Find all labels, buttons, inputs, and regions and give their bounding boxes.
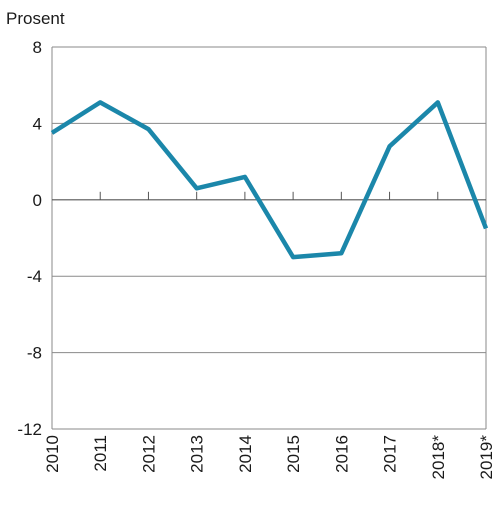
x-tick-label: 2019* — [477, 435, 496, 480]
x-tick-label: 2013 — [188, 435, 207, 473]
unit-label: Prosent — [6, 9, 65, 28]
x-tick-label: 2016 — [332, 435, 351, 473]
y-axis-ticks: 8 4 0 -4 -8 -12 — [17, 38, 42, 439]
gridlines — [51, 46, 487, 430]
y-tick-label: -8 — [27, 344, 42, 363]
x-tick-label: 2014 — [236, 435, 255, 473]
y-tick-label: -4 — [27, 267, 42, 286]
x-tick-label: 2012 — [139, 435, 158, 473]
x-tick-label: 2017 — [381, 435, 400, 473]
x-tick-label: 2010 — [43, 435, 62, 473]
y-tick-label: 8 — [33, 38, 42, 57]
y-tick-label: 0 — [33, 191, 42, 210]
series-layer — [50, 100, 489, 260]
x-tick-label: 2018* — [429, 435, 448, 480]
y-tick-label: -12 — [17, 420, 42, 439]
x-tick-label: 2015 — [284, 435, 303, 473]
y-tick-label: 4 — [33, 114, 42, 133]
x-tick-label: 2011 — [91, 435, 110, 472]
x-axis-ticks: 2010 2011 2012 2013 2014 2015 2016 2017 2018* 201… — [43, 435, 496, 480]
series-line-0 — [50, 100, 489, 260]
